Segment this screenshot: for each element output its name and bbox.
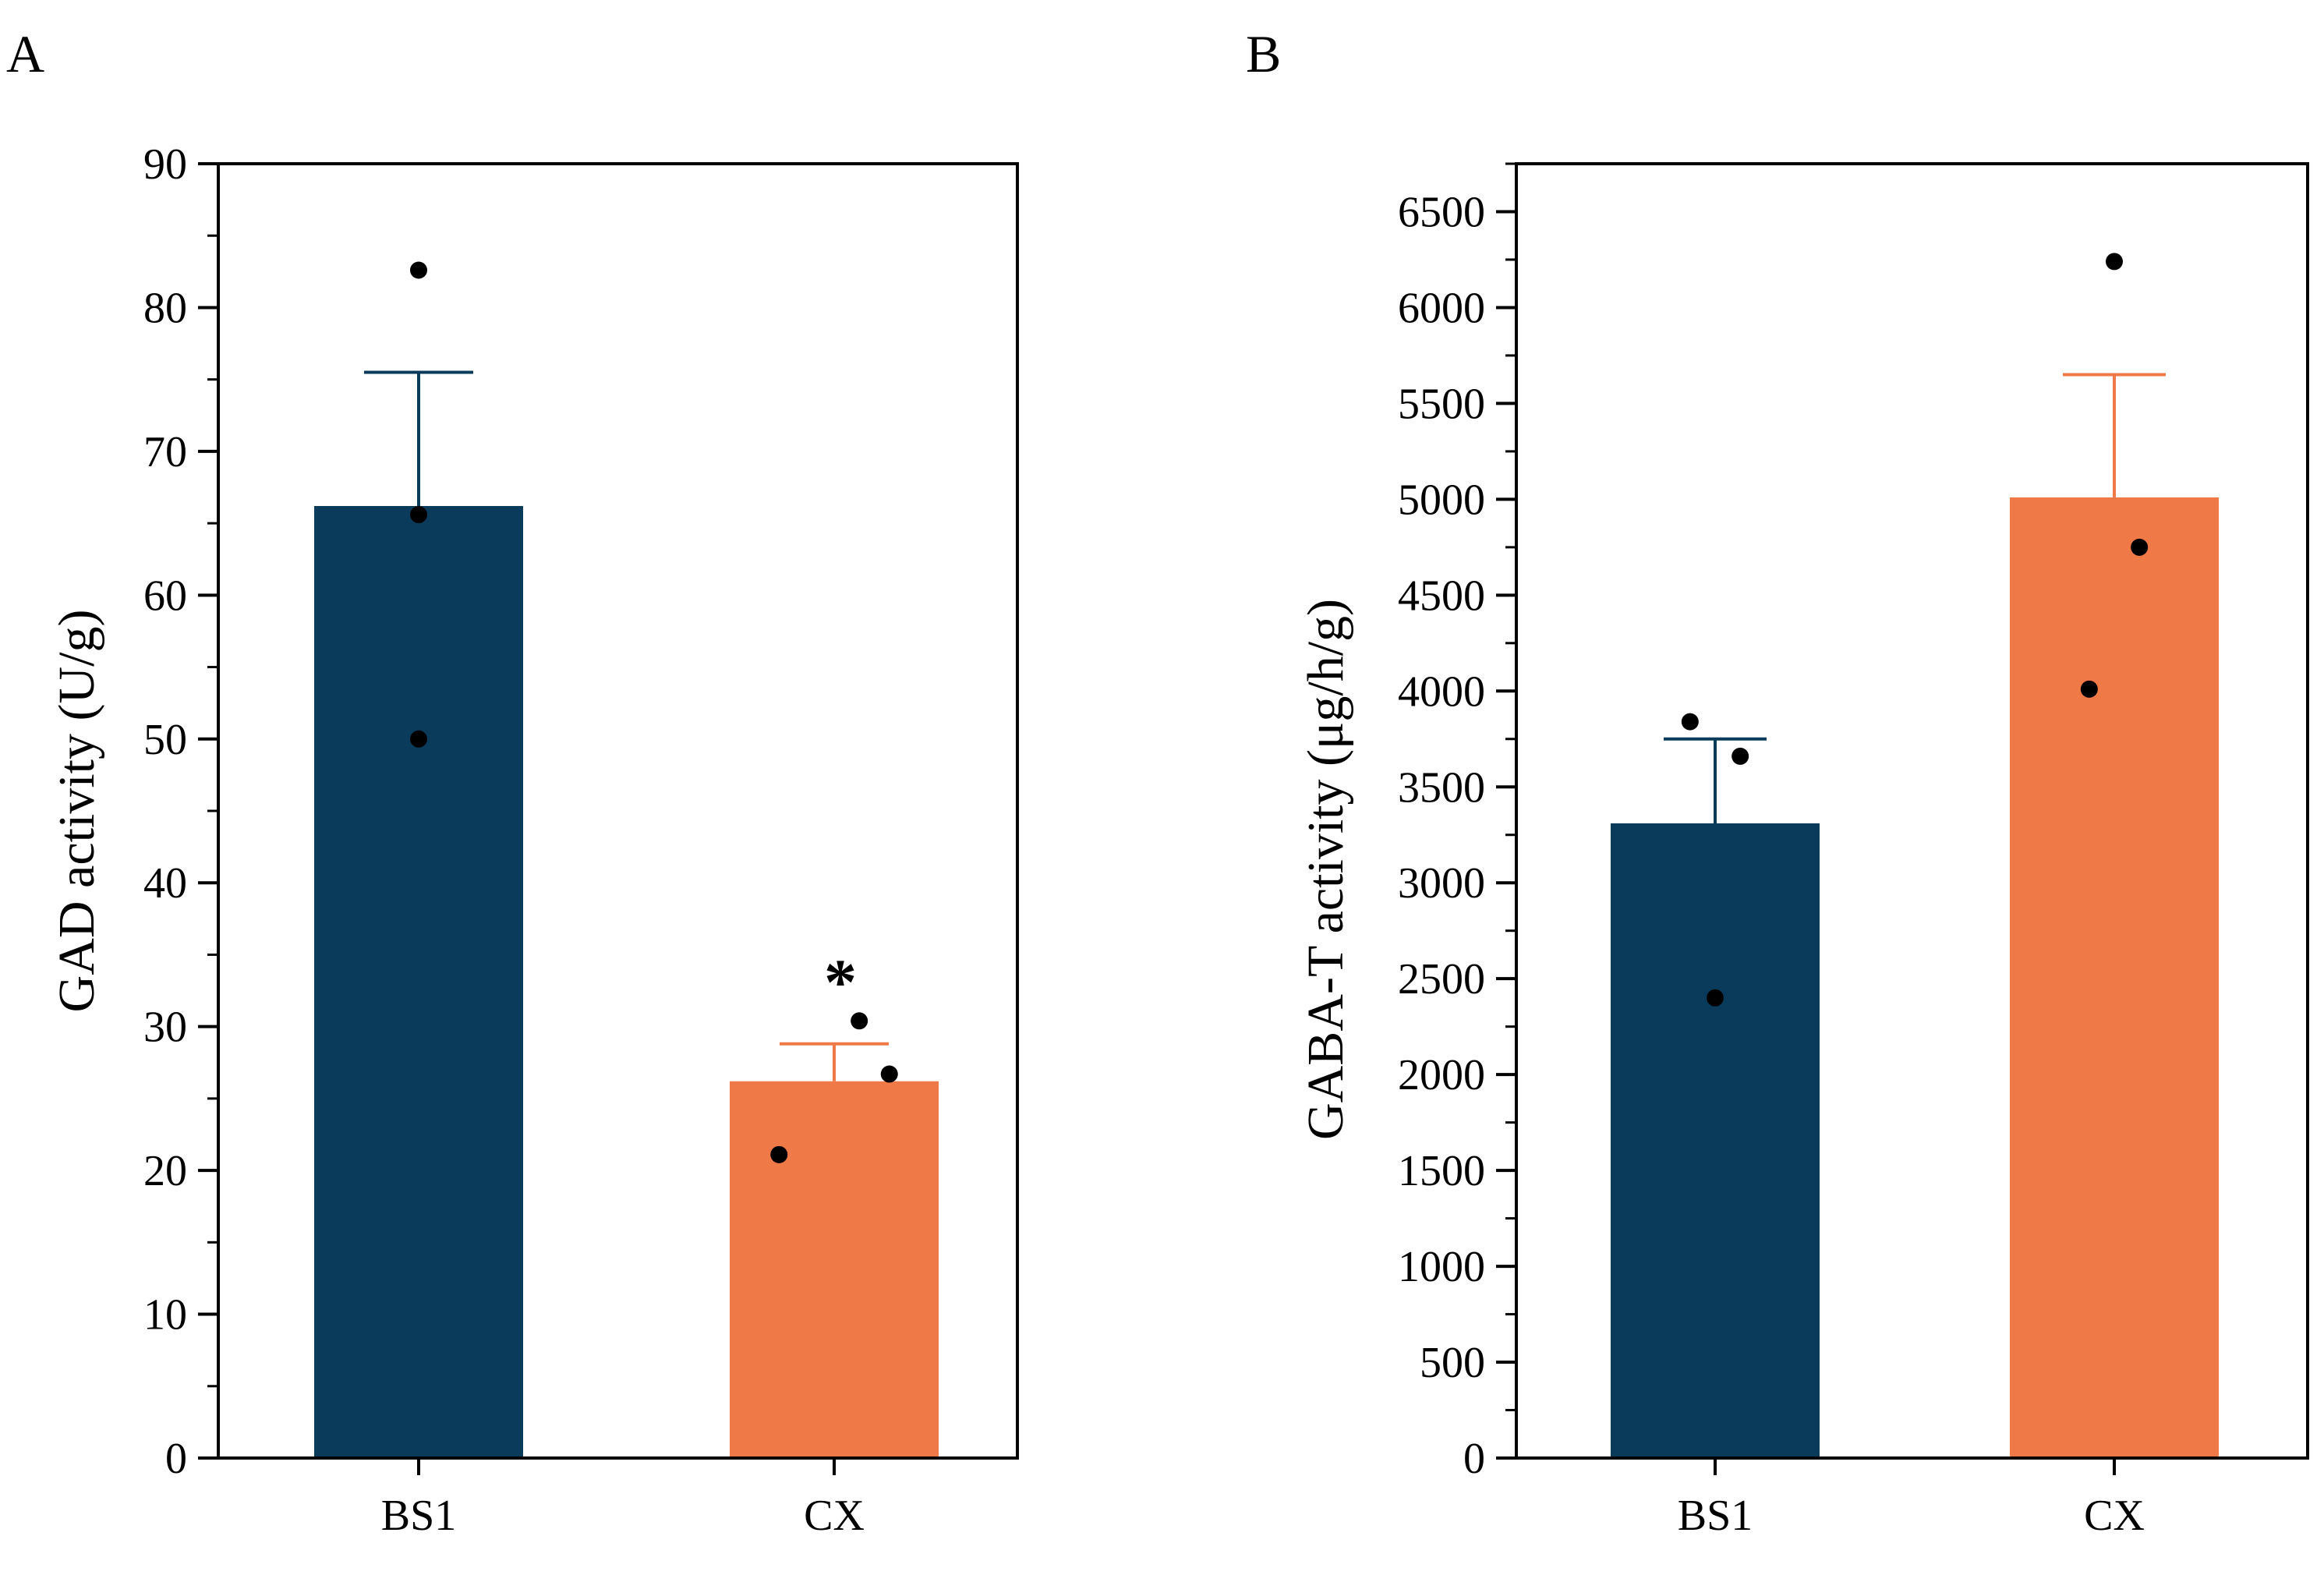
panel-a-point-cx-1 [851,1012,868,1030]
panel-b-y-tick-label: 500 [1420,1339,1485,1387]
panel-a-y-tick-label: 20 [143,1147,187,1195]
panel-a-y-axis-title: GAD activity (U/g) [48,610,105,1013]
panel-a-y-tick-label: 60 [143,572,187,620]
panel-b-y-axis-title: GABA-T activity (μg/h/g) [1297,599,1354,1140]
panel-b-point-bs1-3 [1707,989,1724,1007]
panel-b-y-tick-label: 1500 [1398,1147,1485,1195]
panel-a-y-tick-label: 90 [143,140,187,189]
panel-b-point-bs1-2 [1732,747,1749,765]
panel-b-y-tick-label: 2500 [1398,955,1485,1003]
panel-a-point-bs1-1 [410,261,427,279]
panel-b-x-label-cx: CX [2084,1492,2145,1540]
panel-b-x-label-bs1: BS1 [1678,1492,1753,1540]
panel-b-errorbar-bs1 [1664,737,1767,823]
panel-a-bar-bs1 [314,505,523,1458]
panel-a-point-cx-3 [770,1145,788,1163]
panel-b-y-tick-label: 3500 [1398,763,1485,812]
panel-a-y-tick-label: 10 [143,1291,187,1340]
panel-b-bar-bs1 [1611,823,1820,1458]
panel-b-y-tick-label: 2000 [1398,1051,1485,1099]
panel-b-y-tick-label: 5000 [1398,476,1485,524]
panel-a-y-tick-label: 40 [143,859,187,908]
panel-b-y-tick-label: 1000 [1398,1243,1485,1291]
panel-a-errorbar-cx [780,1042,889,1081]
panel-a-x-label-bs1: BS1 [381,1492,457,1540]
panel-a-y-tick-label: 30 [143,1003,187,1052]
panel-a-x-label-cx: CX [804,1492,865,1540]
panel-b-point-cx-2 [2131,538,2149,556]
panel-a-point-bs1-3 [410,730,427,748]
panel-b-errorbar-cx [2063,373,2166,497]
panel-a: A * 0 10 20 30 40 50 60 70 80 90 BS1 CX GAD activi… [6,24,1019,1540]
panel-b-point-bs1-1 [1681,713,1699,731]
panel-b: B 0 500 1000 1500 2000 2500 3000 3500 4000 4500 50… [1246,24,2309,1540]
panel-a-point-cx-2 [880,1065,898,1083]
panel-b-y-tick-label: 4500 [1398,572,1485,620]
panel-b-y-tick-label: 6000 [1398,284,1485,332]
panel-a-significance-marker: * [824,946,857,1018]
panel-a-y-tick-label: 80 [143,284,187,332]
panel-a-y-tick-label: 0 [165,1435,187,1483]
panel-b-label: B [1246,24,1281,83]
panel-b-y-tick-label: 3000 [1398,859,1485,908]
panel-a-y-tick-label: 50 [143,716,187,764]
panel-b-y-tick-label: 4000 [1398,667,1485,716]
panel-a-point-bs1-2 [410,506,427,524]
panel-b-point-cx-3 [2080,680,2098,698]
panel-a-bar-cx [730,1081,939,1458]
panel-a-label: A [6,24,44,83]
panel-b-bar-cx [2010,497,2219,1458]
panel-b-y-tick-label: 0 [1463,1435,1485,1483]
panel-b-y-tick-label: 5500 [1398,380,1485,428]
panel-a-y-tick-label: 70 [143,428,187,476]
panel-a-errorbar-bs1 [364,370,473,506]
panel-b-y-tick-label: 6500 [1398,188,1485,236]
panel-b-plot-frame [1515,162,2309,1460]
panel-b-point-cx-1 [2106,253,2123,271]
